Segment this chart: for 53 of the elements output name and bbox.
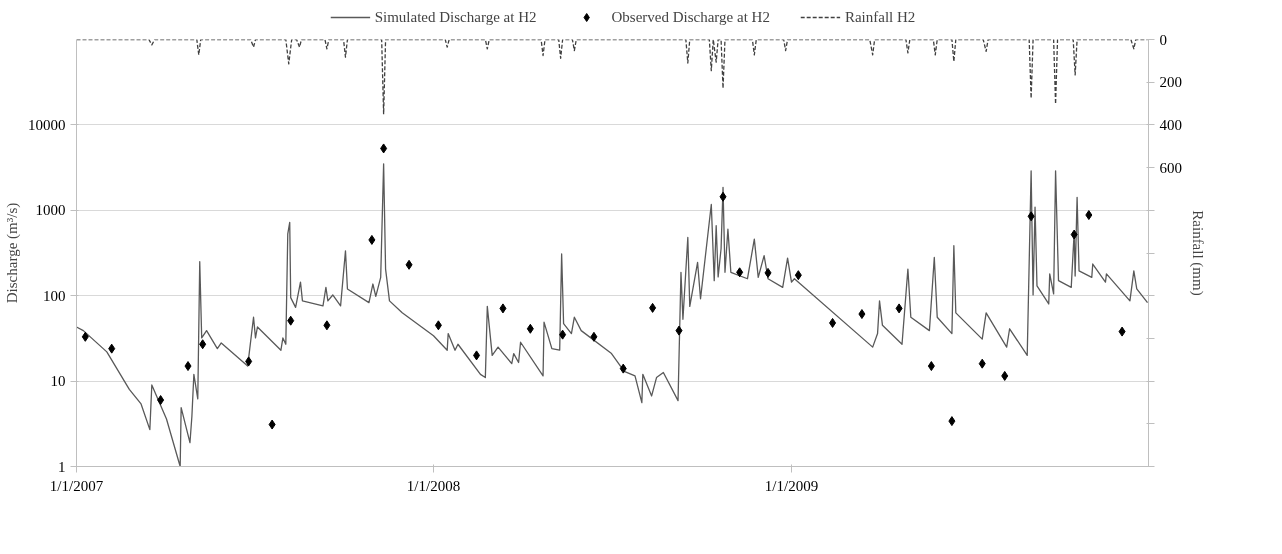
y2-tick-label: 400 xyxy=(1159,116,1182,133)
point xyxy=(499,303,507,314)
point xyxy=(927,361,935,372)
point xyxy=(978,358,986,369)
y-tick-label: 10000 xyxy=(28,116,66,133)
x-tick-label: 1/1/2007 xyxy=(49,477,104,494)
point xyxy=(287,315,295,326)
point xyxy=(794,270,802,281)
point xyxy=(1001,370,1009,381)
point xyxy=(380,143,388,154)
y-tick-label: 100 xyxy=(43,287,66,304)
point xyxy=(1085,210,1093,221)
point xyxy=(268,419,276,430)
y-tick-label: 1 xyxy=(58,458,66,475)
point xyxy=(434,320,442,331)
point xyxy=(473,350,481,361)
x-tick-label: 1/1/2009 xyxy=(764,477,819,494)
point xyxy=(858,309,866,320)
point xyxy=(590,331,598,342)
legend-label: Observed Discharge at H2 xyxy=(611,8,770,26)
y-tick-label: 1000 xyxy=(35,202,66,219)
point xyxy=(736,267,744,278)
point xyxy=(948,416,956,427)
point xyxy=(1118,326,1126,337)
point xyxy=(157,395,165,406)
point xyxy=(719,191,727,202)
point xyxy=(675,325,683,336)
y-axis-title: Discharge (m³/s) xyxy=(4,202,21,304)
point xyxy=(649,302,657,313)
point xyxy=(829,317,837,328)
point xyxy=(526,323,534,334)
point xyxy=(764,267,772,278)
point xyxy=(559,329,567,340)
point xyxy=(81,331,89,342)
point xyxy=(199,339,207,350)
y2-tick-label: 0 xyxy=(1159,31,1167,48)
y2-axis-title: Rainfall (mm) xyxy=(1189,210,1206,296)
point xyxy=(323,320,331,331)
point xyxy=(108,343,116,354)
y2-tick-label: 600 xyxy=(1159,159,1182,176)
point xyxy=(184,361,192,372)
point xyxy=(368,234,376,245)
point xyxy=(1070,229,1078,240)
point xyxy=(245,356,253,367)
legend-label: Simulated Discharge at H2 xyxy=(374,8,537,26)
point xyxy=(619,363,627,374)
point xyxy=(895,303,903,314)
x-tick-label: 1/1/2008 xyxy=(406,477,461,494)
y-tick-label: 10 xyxy=(50,373,66,390)
point xyxy=(405,259,413,270)
y2-tick-label: 200 xyxy=(1159,74,1182,91)
point xyxy=(1027,211,1035,222)
legend-label: Rainfall H2 xyxy=(844,8,916,26)
